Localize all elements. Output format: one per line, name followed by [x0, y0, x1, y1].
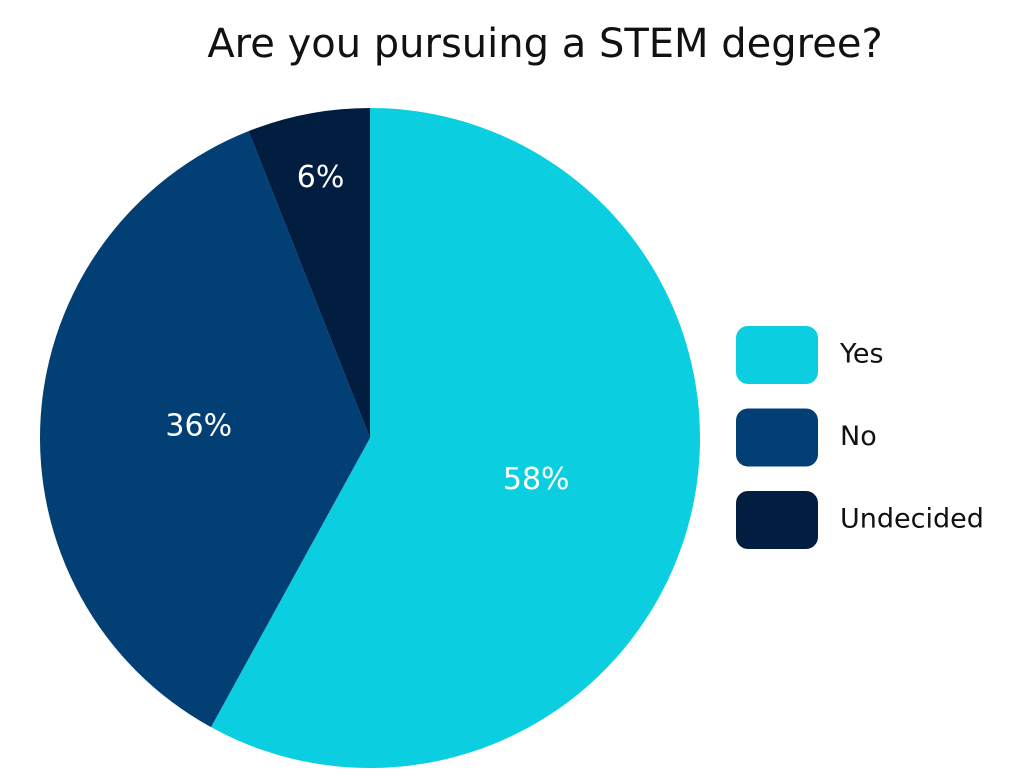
value-label: 6%	[297, 160, 345, 195]
pie-slice	[248, 108, 370, 438]
pie-slice	[211, 108, 700, 768]
legend-label: Undecided	[840, 504, 984, 535]
legend-swatch	[736, 491, 818, 549]
legend-label: No	[840, 421, 877, 452]
legend-label: Yes	[839, 339, 884, 370]
chart-title: Are you pursuing a STEM degree?	[207, 21, 882, 67]
pie-slice	[39, 131, 370, 728]
value-label: 36%	[165, 409, 232, 444]
value-label: 58%	[503, 462, 570, 497]
legend-swatch	[736, 408, 818, 467]
legend-swatch	[736, 326, 818, 384]
